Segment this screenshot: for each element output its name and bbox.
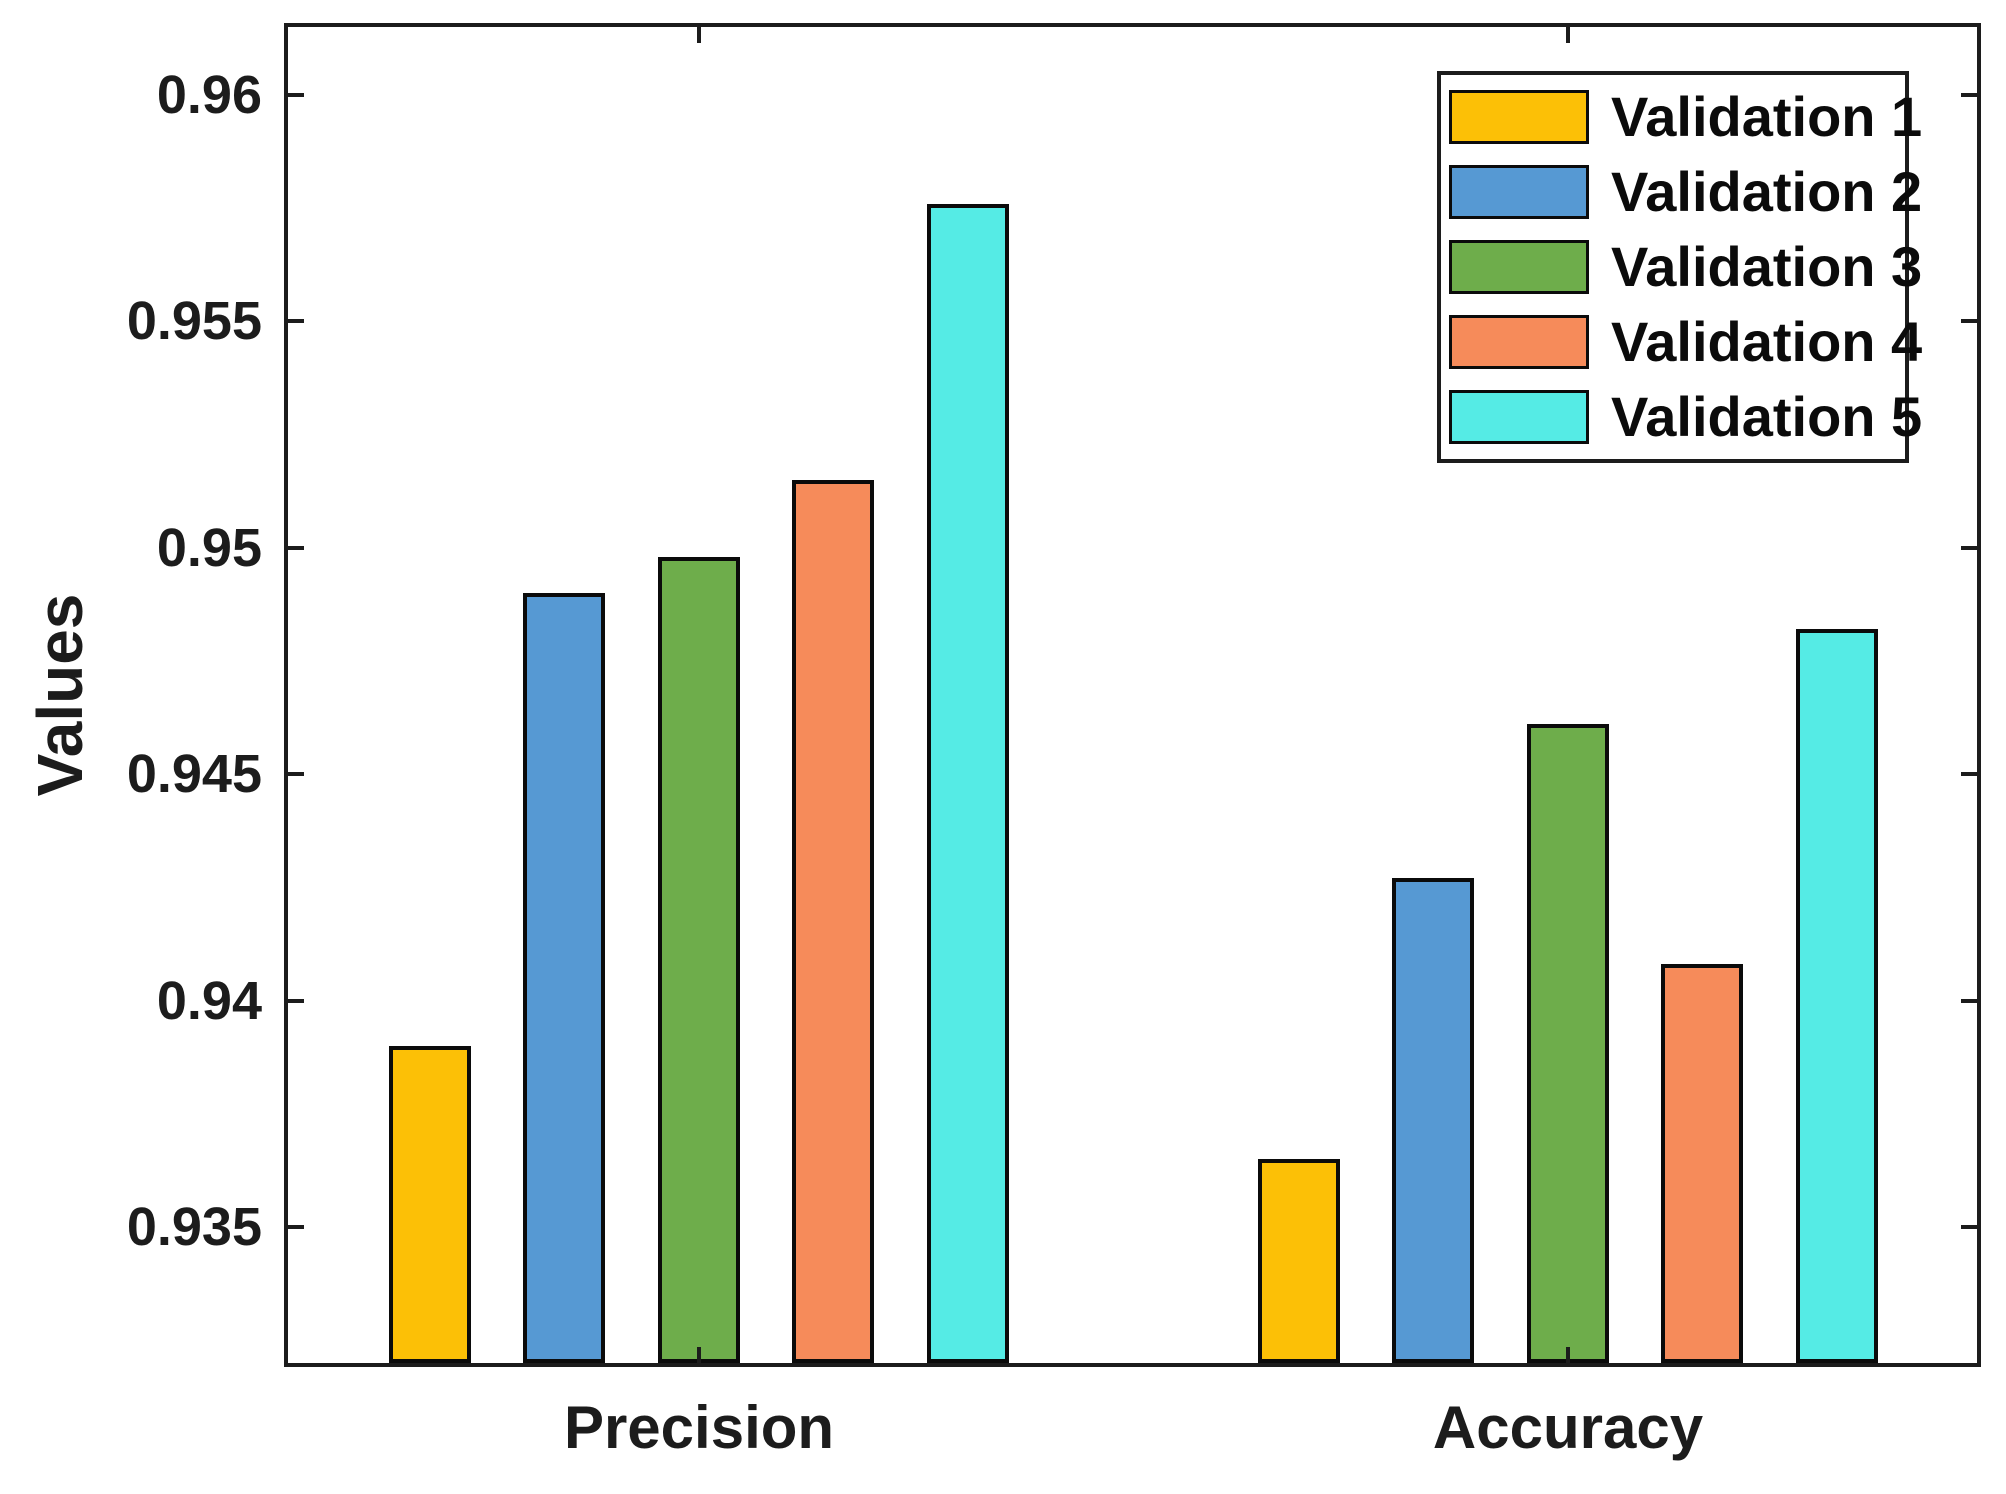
y-tick-left	[288, 93, 304, 97]
legend: Validation 1 Validation 2 Validation 3 Vali…	[1437, 71, 1922, 463]
y-tick-left	[288, 319, 304, 323]
legend-label: Validation 4	[1611, 310, 1923, 373]
legend-entry-validation-3: Validation 3	[1449, 230, 1922, 305]
y-tick-left	[288, 546, 304, 550]
bar-precision-validation-5	[927, 204, 1009, 1363]
bar-accuracy-validation-5	[1796, 629, 1878, 1363]
bar-accuracy-validation-3	[1527, 724, 1609, 1363]
x-tick-top	[1566, 27, 1570, 43]
legend-swatch-validation-1	[1449, 90, 1589, 144]
y-tick-left	[288, 772, 304, 776]
x-category-label-accuracy: Accuracy	[1432, 1394, 1704, 1461]
legend-entry-validation-5: Validation 5	[1449, 380, 1922, 455]
legend-label: Validation 5	[1611, 385, 1923, 448]
y-tick-label: 0.95	[156, 518, 262, 578]
y-tick-right	[1961, 319, 1977, 323]
y-tick-label: 0.955	[126, 291, 262, 351]
y-tick-left	[288, 1225, 304, 1229]
legend-swatch-validation-4	[1449, 315, 1589, 369]
x-category-label-precision: Precision	[563, 1394, 835, 1461]
y-tick-right	[1961, 546, 1977, 550]
y-tick-right	[1961, 1225, 1977, 1229]
bar-accuracy-validation-4	[1661, 964, 1743, 1363]
legend-label: Validation 2	[1611, 160, 1923, 223]
bar-precision-validation-2	[523, 593, 605, 1363]
y-tick-label: 0.945	[126, 744, 262, 804]
y-tick-right	[1961, 93, 1977, 97]
bar-accuracy-validation-2	[1392, 878, 1474, 1363]
legend-swatch-validation-5	[1449, 390, 1589, 444]
x-tick-bottom	[1566, 1347, 1570, 1363]
legend-swatch-validation-3	[1449, 240, 1589, 294]
legend-entry-validation-2: Validation 2	[1449, 155, 1922, 230]
bar-precision-validation-1	[389, 1046, 471, 1363]
y-tick-left	[288, 999, 304, 1003]
legend-entry-validation-4: Validation 4	[1449, 305, 1922, 380]
legend-swatch-validation-2	[1449, 165, 1589, 219]
bar-precision-validation-4	[792, 480, 874, 1363]
y-tick-label: 0.935	[126, 1197, 262, 1257]
legend-label: Validation 3	[1611, 235, 1923, 298]
y-tick-label: 0.96	[156, 65, 262, 125]
y-tick-right	[1961, 999, 1977, 1003]
legend-entry-validation-1: Validation 1	[1449, 80, 1922, 155]
y-tick-label: 0.94	[156, 971, 262, 1031]
x-tick-top	[697, 27, 701, 43]
y-tick-right	[1961, 772, 1977, 776]
bar-precision-validation-3	[658, 557, 740, 1363]
bar-accuracy-validation-1	[1258, 1159, 1340, 1363]
x-tick-bottom	[697, 1347, 701, 1363]
y-axis-label: Values	[24, 593, 96, 797]
legend-label: Validation 1	[1611, 85, 1923, 148]
